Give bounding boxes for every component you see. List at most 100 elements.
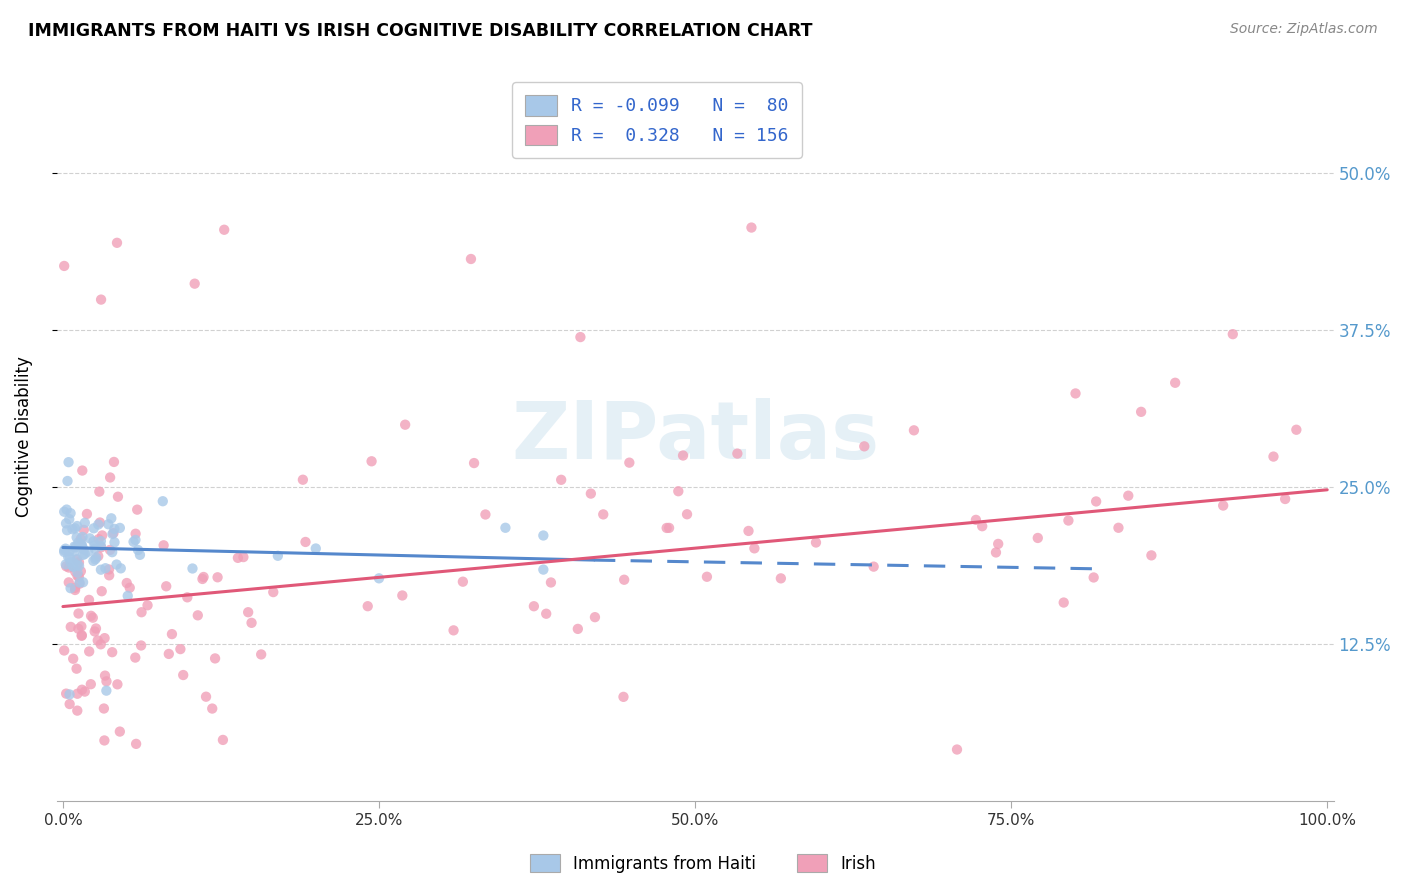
Point xyxy=(676,508,699,522)
Point xyxy=(93,631,115,645)
Point xyxy=(66,553,89,567)
Point xyxy=(195,690,218,704)
Point xyxy=(460,252,482,266)
Point xyxy=(1285,423,1308,437)
Point xyxy=(73,547,96,561)
Point xyxy=(82,554,104,568)
Point xyxy=(82,610,104,624)
Point xyxy=(474,508,496,522)
Legend: R = -0.099   N =  80, R =  0.328   N = 156: R = -0.099 N = 80, R = 0.328 N = 156 xyxy=(512,82,801,158)
Point xyxy=(125,737,148,751)
Point xyxy=(62,522,84,536)
Point xyxy=(136,599,159,613)
Point xyxy=(73,684,96,698)
Point xyxy=(83,538,105,552)
Point xyxy=(305,541,328,556)
Point xyxy=(93,701,115,715)
Point xyxy=(744,541,766,556)
Point xyxy=(1083,570,1105,584)
Point xyxy=(579,486,602,500)
Point xyxy=(53,259,76,273)
Point xyxy=(90,541,112,555)
Point xyxy=(523,599,546,614)
Point xyxy=(212,733,235,747)
Point xyxy=(58,544,80,558)
Y-axis label: Cognitive Disability: Cognitive Disability xyxy=(15,357,32,517)
Text: Source: ZipAtlas.com: Source: ZipAtlas.com xyxy=(1230,22,1378,37)
Point xyxy=(67,607,90,621)
Point xyxy=(157,647,180,661)
Point xyxy=(103,522,125,536)
Point xyxy=(1140,549,1163,563)
Point xyxy=(73,523,96,537)
Point xyxy=(67,558,90,573)
Point xyxy=(740,220,762,235)
Point xyxy=(63,581,86,595)
Point xyxy=(655,521,678,535)
Point xyxy=(66,519,89,533)
Point xyxy=(531,563,554,577)
Text: IMMIGRANTS FROM HAITI VS IRISH COGNITIVE DISABILITY CORRELATION CHART: IMMIGRANTS FROM HAITI VS IRISH COGNITIVE… xyxy=(28,22,813,40)
Point xyxy=(118,581,141,595)
Point xyxy=(62,559,84,574)
Point xyxy=(77,644,100,658)
Point xyxy=(65,565,87,579)
Point xyxy=(55,502,77,516)
Point xyxy=(443,624,465,638)
Point xyxy=(100,511,122,525)
Point xyxy=(368,571,391,585)
Point xyxy=(91,528,114,542)
Point xyxy=(267,549,290,563)
Point xyxy=(90,539,112,553)
Point xyxy=(160,627,183,641)
Point xyxy=(62,559,84,574)
Point xyxy=(63,544,86,558)
Point xyxy=(108,724,131,739)
Point xyxy=(592,508,614,522)
Point xyxy=(903,423,925,437)
Point xyxy=(59,620,82,634)
Point xyxy=(294,535,316,549)
Point xyxy=(238,605,260,619)
Point xyxy=(94,561,117,575)
Point xyxy=(58,455,80,469)
Point xyxy=(66,552,89,566)
Point xyxy=(55,558,77,572)
Point xyxy=(90,534,112,549)
Point xyxy=(63,521,86,535)
Point xyxy=(540,575,562,590)
Point xyxy=(463,456,485,470)
Point xyxy=(357,599,380,614)
Point xyxy=(65,662,87,676)
Point xyxy=(98,470,121,484)
Point xyxy=(53,643,76,657)
Point xyxy=(69,576,91,591)
Point xyxy=(240,615,263,630)
Point xyxy=(984,545,1007,559)
Point xyxy=(129,639,152,653)
Point xyxy=(1107,521,1129,535)
Point xyxy=(83,521,105,535)
Point xyxy=(55,559,77,574)
Point xyxy=(63,582,86,597)
Point xyxy=(131,605,153,619)
Point xyxy=(72,464,94,478)
Point xyxy=(212,223,235,237)
Point xyxy=(1222,327,1244,342)
Point xyxy=(70,537,93,551)
Point xyxy=(66,687,89,701)
Point xyxy=(183,277,205,291)
Point xyxy=(69,575,91,590)
Point xyxy=(725,447,748,461)
Point xyxy=(79,532,101,546)
Point xyxy=(127,502,149,516)
Point xyxy=(291,473,314,487)
Point xyxy=(90,563,112,577)
Point xyxy=(1057,514,1080,528)
Point xyxy=(176,591,198,605)
Point xyxy=(72,530,94,544)
Point xyxy=(94,668,117,682)
Point xyxy=(70,619,93,633)
Point xyxy=(124,533,146,547)
Point xyxy=(110,561,132,575)
